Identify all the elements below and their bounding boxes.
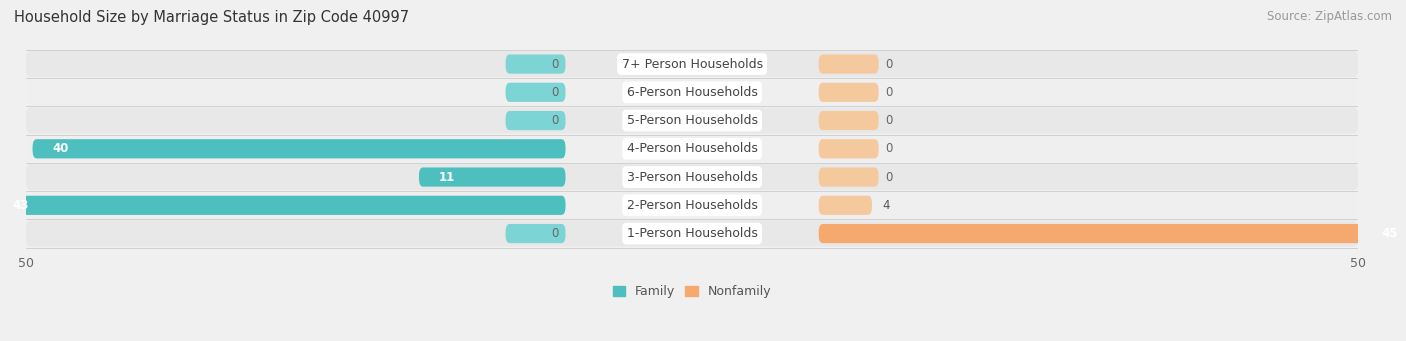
Text: 6-Person Households: 6-Person Households [627, 86, 758, 99]
FancyBboxPatch shape [506, 55, 565, 74]
FancyBboxPatch shape [818, 196, 872, 215]
FancyBboxPatch shape [25, 136, 1358, 162]
FancyBboxPatch shape [419, 167, 565, 187]
FancyBboxPatch shape [25, 51, 1358, 77]
Text: 0: 0 [886, 170, 893, 183]
Text: Household Size by Marriage Status in Zip Code 40997: Household Size by Marriage Status in Zip… [14, 10, 409, 25]
Text: 45: 45 [1382, 227, 1399, 240]
FancyBboxPatch shape [25, 221, 1358, 247]
Text: 0: 0 [551, 58, 558, 71]
FancyBboxPatch shape [506, 83, 565, 102]
Text: 1-Person Households: 1-Person Households [627, 227, 758, 240]
Text: 5-Person Households: 5-Person Households [627, 114, 758, 127]
Text: 3-Person Households: 3-Person Households [627, 170, 758, 183]
FancyBboxPatch shape [818, 167, 879, 187]
FancyBboxPatch shape [818, 83, 879, 102]
Legend: Family, Nonfamily: Family, Nonfamily [607, 280, 776, 303]
FancyBboxPatch shape [818, 139, 879, 159]
Text: 2-Person Households: 2-Person Households [627, 199, 758, 212]
FancyBboxPatch shape [25, 79, 1358, 105]
FancyBboxPatch shape [25, 164, 1358, 190]
Text: 0: 0 [886, 86, 893, 99]
Text: Source: ZipAtlas.com: Source: ZipAtlas.com [1267, 10, 1392, 23]
Text: 4: 4 [883, 199, 890, 212]
FancyBboxPatch shape [506, 111, 565, 130]
Text: 4-Person Households: 4-Person Households [627, 142, 758, 155]
Text: 11: 11 [439, 170, 456, 183]
Text: 0: 0 [551, 227, 558, 240]
FancyBboxPatch shape [818, 111, 879, 130]
Text: 0: 0 [551, 86, 558, 99]
FancyBboxPatch shape [25, 107, 1358, 134]
Text: 0: 0 [551, 114, 558, 127]
Text: 7+ Person Households: 7+ Person Households [621, 58, 762, 71]
Text: 0: 0 [886, 114, 893, 127]
Text: 40: 40 [52, 142, 69, 155]
FancyBboxPatch shape [818, 55, 879, 74]
Text: 0: 0 [886, 58, 893, 71]
FancyBboxPatch shape [818, 224, 1406, 243]
Text: 43: 43 [13, 199, 30, 212]
FancyBboxPatch shape [506, 224, 565, 243]
Text: 0: 0 [886, 142, 893, 155]
FancyBboxPatch shape [0, 196, 565, 215]
FancyBboxPatch shape [32, 139, 565, 159]
FancyBboxPatch shape [25, 192, 1358, 218]
